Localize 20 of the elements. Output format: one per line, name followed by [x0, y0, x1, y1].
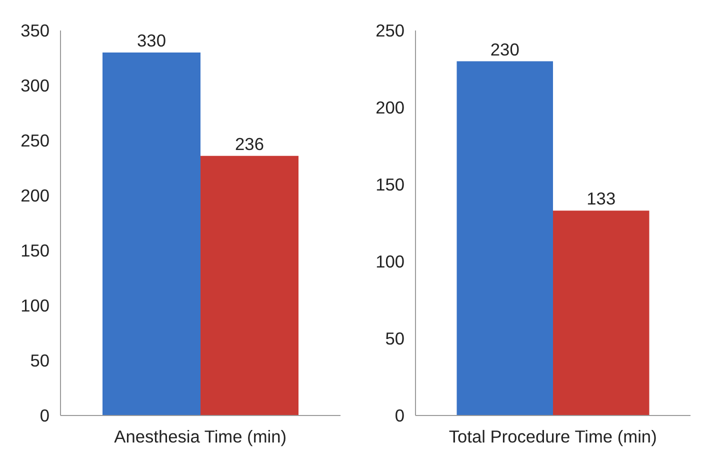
y-tick-label: 0	[40, 406, 50, 426]
y-tick-label: 0	[394, 406, 405, 426]
y-tick-label: 50	[385, 328, 405, 348]
y-tick-label: 150	[376, 174, 405, 194]
y-tick-label: 200	[20, 186, 50, 206]
y-tick-label: 150	[20, 240, 50, 260]
y-tick-label: 200	[376, 98, 405, 118]
y-tick-label: 50	[30, 350, 50, 370]
y-tick-label: 100	[20, 296, 50, 316]
data-label: 236	[235, 134, 264, 154]
y-tick-label: 250	[20, 130, 50, 150]
y-tick-label: 350	[20, 20, 50, 40]
y-tick-label: 300	[20, 76, 50, 96]
y-tick-label: 250	[376, 20, 405, 40]
data-label: 133	[586, 188, 616, 209]
x-tick-label: Total Procedure Time (min)	[448, 426, 657, 446]
x-tick-label: Anesthesia Time (min)	[114, 426, 287, 446]
y-tick-label: 100	[376, 252, 405, 272]
data-label: 230	[490, 39, 520, 60]
data-label: 330	[137, 30, 166, 50]
